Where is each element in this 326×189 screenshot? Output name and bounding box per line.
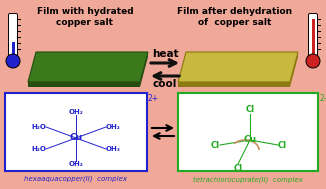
Text: H₂O: H₂O bbox=[31, 146, 46, 152]
Text: Cl: Cl bbox=[233, 164, 243, 173]
Text: Cu: Cu bbox=[244, 136, 257, 145]
Text: Film with hydrated
copper salt: Film with hydrated copper salt bbox=[37, 7, 133, 27]
Bar bbox=[11, 42, 14, 57]
Polygon shape bbox=[140, 52, 148, 87]
Circle shape bbox=[6, 54, 20, 68]
Bar bbox=[178, 93, 318, 171]
Text: 2-: 2- bbox=[319, 94, 326, 103]
Text: Cl: Cl bbox=[211, 140, 220, 149]
Polygon shape bbox=[28, 52, 148, 82]
Text: OH₂: OH₂ bbox=[68, 109, 83, 115]
Bar bbox=[312, 19, 315, 57]
Text: heat: heat bbox=[152, 49, 178, 59]
FancyBboxPatch shape bbox=[8, 13, 18, 59]
FancyBboxPatch shape bbox=[308, 13, 318, 59]
Text: H₂O: H₂O bbox=[31, 124, 46, 130]
Polygon shape bbox=[290, 52, 298, 87]
Text: OH₂: OH₂ bbox=[106, 124, 121, 130]
Text: Film after dehydration
of  copper salt: Film after dehydration of copper salt bbox=[177, 7, 292, 27]
Bar bbox=[5, 93, 147, 171]
Polygon shape bbox=[178, 82, 290, 87]
Text: OH₂: OH₂ bbox=[68, 161, 83, 167]
Text: Cl: Cl bbox=[278, 140, 287, 149]
Circle shape bbox=[306, 54, 320, 68]
Text: OH₃: OH₃ bbox=[106, 146, 121, 152]
Text: cool: cool bbox=[153, 79, 177, 89]
Polygon shape bbox=[178, 52, 298, 82]
Text: Cu: Cu bbox=[69, 133, 82, 143]
Text: Cl: Cl bbox=[245, 105, 255, 114]
Text: 2+: 2+ bbox=[148, 94, 159, 103]
Text: tetrachlorocuprate(II)  complex: tetrachlorocuprate(II) complex bbox=[193, 176, 303, 183]
Text: hexaaquacopper(II)  complex: hexaaquacopper(II) complex bbox=[24, 176, 127, 183]
Polygon shape bbox=[28, 82, 140, 87]
